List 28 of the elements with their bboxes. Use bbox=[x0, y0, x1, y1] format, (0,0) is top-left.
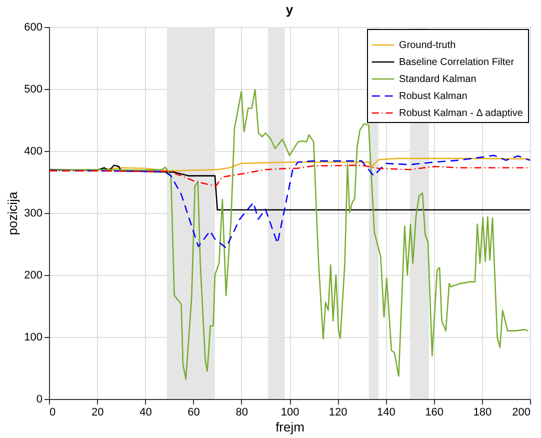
x-tick-label: 20 bbox=[91, 406, 104, 418]
y-tick-label: 0 bbox=[36, 394, 42, 406]
y-tick-label: 600 bbox=[24, 22, 42, 34]
x-tick-label: 180 bbox=[473, 406, 492, 418]
y-tick-label: 100 bbox=[24, 332, 42, 344]
x-tick-label: 0 bbox=[50, 406, 56, 418]
chart-title: y bbox=[286, 2, 294, 17]
x-tick-label: 200 bbox=[512, 406, 530, 418]
y-tick-label: 400 bbox=[24, 146, 42, 158]
legend-label: Baseline Correlation Filter bbox=[399, 57, 515, 68]
x-tick-label: 100 bbox=[280, 406, 300, 418]
y-tick-label: 300 bbox=[24, 208, 42, 220]
legend-label: Robust Kalman bbox=[399, 91, 468, 102]
x-tick-label: 60 bbox=[188, 406, 200, 418]
line-series bbox=[48, 164, 531, 211]
y-axis-title: pozicija bbox=[5, 191, 20, 236]
legend-label: Ground-truth bbox=[399, 40, 456, 51]
legend-label: Standard Kalman bbox=[399, 74, 476, 85]
legend-label: Robust Kalman - Δ adaptive bbox=[399, 108, 524, 119]
line-series bbox=[48, 88, 529, 380]
x-axis-title: frejm bbox=[276, 420, 304, 434]
x-tick-label: 120 bbox=[328, 406, 348, 418]
x-tick-label: 40 bbox=[140, 406, 152, 418]
x-tick-label: 140 bbox=[377, 406, 396, 418]
y-tick-label: 200 bbox=[24, 270, 42, 282]
y-tick-label: 500 bbox=[24, 84, 42, 96]
x-tick-label: 160 bbox=[425, 406, 444, 418]
x-tick-label: 80 bbox=[236, 406, 248, 418]
